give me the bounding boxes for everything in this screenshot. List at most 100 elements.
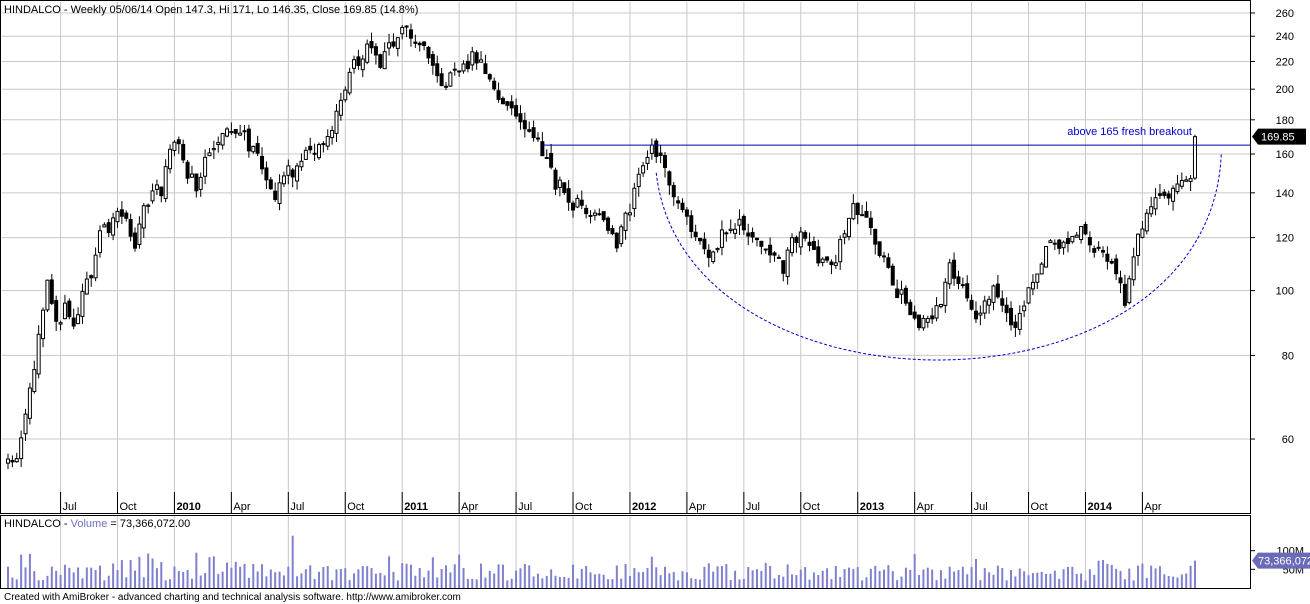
price-tick-label: 120 bbox=[1276, 233, 1294, 245]
candle-up bbox=[198, 176, 203, 190]
candle-down bbox=[706, 249, 711, 258]
candlesticks bbox=[6, 23, 1197, 470]
candle-up bbox=[649, 144, 654, 154]
volume-bar bbox=[1158, 566, 1161, 588]
candle-up bbox=[899, 289, 904, 295]
candle-up bbox=[785, 249, 790, 278]
candle-down bbox=[816, 246, 821, 264]
volume-bar bbox=[1102, 560, 1104, 588]
volume-bar bbox=[458, 554, 461, 588]
candle-up bbox=[137, 223, 142, 245]
volume-bar bbox=[357, 569, 360, 588]
candle-down bbox=[768, 244, 773, 256]
candle-up bbox=[1149, 206, 1154, 215]
time-tick-label: Oct bbox=[803, 501, 820, 513]
volume-bar bbox=[243, 563, 246, 588]
candle-up bbox=[14, 458, 19, 463]
candle-down bbox=[1065, 237, 1070, 245]
candle-down bbox=[181, 143, 186, 161]
candle-up bbox=[338, 99, 343, 116]
candle-up bbox=[728, 228, 733, 231]
volume-bar bbox=[147, 553, 150, 588]
volume-bar bbox=[1001, 567, 1004, 588]
candle-up bbox=[1131, 256, 1136, 281]
volume-bar bbox=[234, 561, 237, 588]
candle-up bbox=[1188, 178, 1193, 182]
candle-down bbox=[807, 241, 812, 246]
candle-up bbox=[400, 26, 405, 35]
candle-up bbox=[641, 165, 646, 174]
time-tick-label: Apr bbox=[233, 501, 250, 513]
candle-down bbox=[1009, 307, 1014, 326]
volume-bar bbox=[1193, 560, 1196, 588]
candle-up bbox=[32, 369, 37, 392]
volume-panel-frame bbox=[0, 515, 1251, 589]
candle-up bbox=[203, 156, 208, 177]
candle-down bbox=[868, 217, 873, 228]
volume-bar bbox=[274, 572, 277, 588]
volume-bar bbox=[112, 563, 115, 588]
time-tick-label: Jul bbox=[518, 501, 532, 513]
volume-bar bbox=[396, 580, 399, 588]
candle-up bbox=[934, 305, 939, 319]
volume-bar bbox=[230, 567, 233, 588]
time-tick-label: Apr bbox=[1144, 501, 1161, 513]
rounding-bottom-arc bbox=[655, 154, 1222, 361]
volume-bar bbox=[887, 565, 890, 588]
volume-bar bbox=[786, 564, 789, 588]
volume-bar bbox=[773, 578, 776, 588]
volume-bar bbox=[992, 574, 995, 588]
volume-bar bbox=[677, 580, 680, 588]
candle-up bbox=[544, 157, 549, 160]
candle-up bbox=[347, 71, 352, 94]
volume-bar bbox=[847, 567, 850, 588]
candle-up bbox=[141, 205, 146, 229]
volume-bar bbox=[120, 560, 123, 588]
volume-bar bbox=[326, 566, 329, 588]
candle-down bbox=[474, 52, 479, 64]
candle-down bbox=[246, 128, 251, 152]
volume-bar bbox=[812, 572, 815, 588]
candle-down bbox=[689, 215, 694, 232]
volume-bar bbox=[918, 574, 921, 588]
volume-bar bbox=[226, 562, 228, 588]
volume-bar bbox=[996, 565, 999, 588]
candle-down bbox=[500, 97, 505, 105]
candle-up bbox=[1096, 246, 1101, 249]
candle-up bbox=[461, 63, 466, 72]
candle-down bbox=[540, 141, 545, 157]
volume-bar bbox=[861, 580, 864, 588]
volume-bar bbox=[252, 563, 255, 588]
volume-bar bbox=[751, 570, 754, 588]
volume-bar bbox=[532, 576, 535, 588]
candle-up bbox=[6, 458, 10, 464]
volume-bar bbox=[427, 570, 430, 588]
candle-up bbox=[991, 285, 996, 303]
volume-bar bbox=[563, 576, 566, 588]
volume-bar bbox=[480, 563, 483, 588]
volume-bar bbox=[265, 576, 268, 588]
candle-down bbox=[124, 212, 129, 219]
volume-bar bbox=[883, 569, 885, 588]
candle-up bbox=[763, 248, 768, 251]
volume-bar bbox=[20, 554, 23, 588]
volume-bar bbox=[659, 575, 662, 588]
volume-bar bbox=[42, 580, 45, 588]
candle-down bbox=[1157, 193, 1162, 196]
candle-down bbox=[855, 202, 860, 216]
candle-down bbox=[422, 41, 427, 46]
candle-up bbox=[58, 322, 63, 325]
candle-up bbox=[242, 130, 247, 133]
volume-bar bbox=[1154, 568, 1157, 588]
volume-bar bbox=[545, 575, 548, 588]
volume-bar bbox=[668, 573, 671, 588]
footer-credit: Created with AmiBroker - advanced charti… bbox=[4, 592, 461, 603]
volume-bar bbox=[874, 565, 877, 588]
candle-up bbox=[1017, 312, 1022, 330]
candle-up bbox=[592, 212, 597, 216]
candle-down bbox=[684, 209, 689, 217]
volume-bar bbox=[528, 565, 531, 588]
volume-bar bbox=[558, 577, 561, 588]
candle-down bbox=[663, 155, 667, 168]
candle-down bbox=[369, 41, 374, 49]
